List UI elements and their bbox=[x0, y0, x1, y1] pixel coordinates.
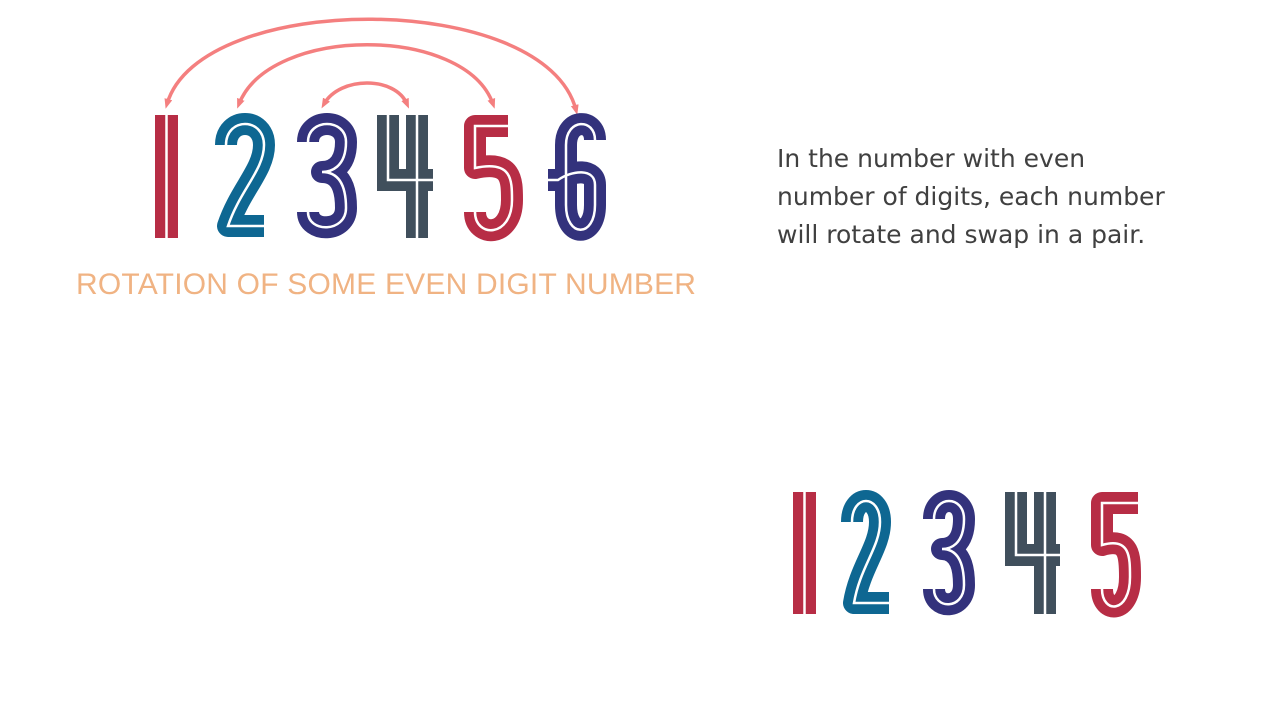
explanation-text: In the number with even number of digits… bbox=[777, 140, 1237, 254]
explanation-line: number of digits, each number bbox=[777, 182, 1165, 211]
bottom-digit-5 bbox=[1091, 492, 1141, 618]
top-digit-5 bbox=[464, 115, 523, 242]
bottom-digit-3 bbox=[923, 490, 975, 616]
top-digit-2 bbox=[215, 113, 275, 237]
top-digit-4 bbox=[377, 115, 433, 238]
swap-arrow-3-4 bbox=[321, 81, 409, 109]
bottom-digit-4 bbox=[1005, 492, 1060, 614]
top-digit-1 bbox=[155, 115, 178, 238]
explanation-line: In the number with even bbox=[777, 144, 1086, 173]
swap-arrow-2-5 bbox=[237, 43, 496, 109]
top-digit-3 bbox=[297, 113, 357, 239]
bottom-digit-1 bbox=[793, 492, 816, 614]
bottom-digit-2 bbox=[841, 490, 891, 614]
top-digit-6 bbox=[547, 113, 606, 241]
swap-arrow-1-6 bbox=[164, 17, 579, 115]
diagram-caption: ROTATION OF SOME EVEN DIGIT NUMBER bbox=[76, 268, 697, 301]
explanation-line: will rotate and swap in a pair. bbox=[777, 220, 1146, 249]
